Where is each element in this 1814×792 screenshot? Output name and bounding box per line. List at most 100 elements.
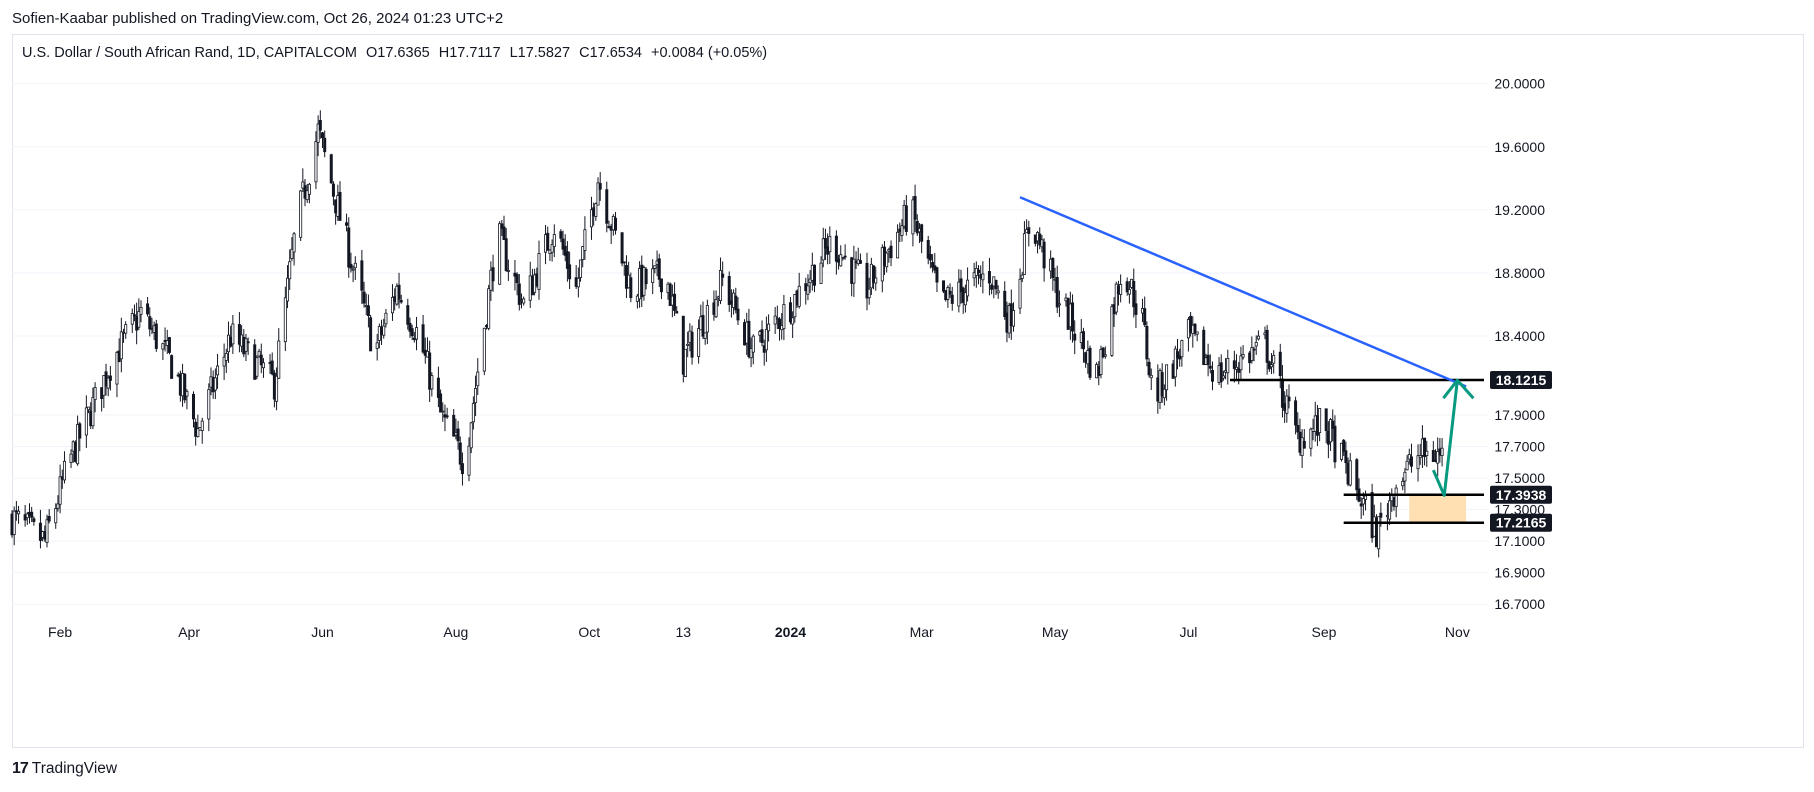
candle-body — [314, 141, 318, 183]
candle-body — [1355, 459, 1359, 491]
candle-body — [246, 341, 250, 344]
candle-body — [747, 320, 751, 358]
chart-frame — [12, 34, 1804, 748]
candle-body — [316, 123, 320, 143]
candle-body — [124, 324, 128, 334]
candle-body — [69, 453, 73, 463]
price-tick-label: 17.9000 — [1494, 407, 1545, 423]
candle-body — [318, 119, 322, 131]
candle-body — [1003, 290, 1007, 318]
candle-body — [360, 260, 364, 291]
candle-body — [928, 254, 932, 261]
price-tick-label: 17.3000 — [1494, 502, 1545, 518]
candle-body — [793, 294, 797, 318]
candle-body — [1342, 439, 1346, 452]
candle-body — [183, 373, 187, 401]
candle-body — [1359, 503, 1363, 507]
candle-body — [222, 356, 226, 367]
candle-body — [764, 329, 768, 351]
candle-body — [948, 290, 952, 295]
candle-body — [1388, 500, 1392, 520]
candle-body — [1022, 233, 1026, 275]
candle-body — [331, 183, 335, 197]
candle-body — [1103, 354, 1107, 357]
candle-body — [482, 327, 486, 372]
candle-body — [1401, 480, 1405, 487]
candle-body — [675, 311, 679, 314]
candle-body — [942, 280, 946, 292]
price-level-label-bg — [1490, 485, 1552, 504]
candle-body — [576, 277, 580, 288]
candle-body — [657, 258, 661, 280]
candle-body — [369, 317, 373, 352]
candle-body — [852, 258, 856, 284]
candle-body — [1364, 495, 1368, 500]
candle-body — [990, 284, 994, 290]
candle-body — [565, 251, 569, 269]
candle-body — [537, 253, 541, 290]
candle-body — [458, 442, 462, 465]
candle-body — [270, 360, 274, 375]
price-tick-label: 20.0000 — [1494, 76, 1545, 92]
candle-body — [1195, 331, 1199, 335]
candle-body — [690, 331, 694, 358]
candle-body — [889, 245, 893, 259]
candle-body — [1162, 388, 1166, 399]
grid-layer — [12, 83, 1488, 605]
candle-body — [736, 308, 740, 321]
candle-body — [286, 277, 290, 302]
candle-body — [1173, 348, 1177, 378]
candle-body — [834, 235, 838, 262]
candle-body — [1011, 310, 1015, 327]
candle-body — [867, 288, 871, 299]
brand-name: TradingView — [31, 760, 118, 777]
candle-body — [563, 245, 567, 256]
candle-body — [399, 300, 403, 303]
candle-body — [874, 277, 878, 284]
candle-body — [714, 299, 718, 318]
candle-body — [45, 519, 49, 543]
candle-body — [1331, 420, 1335, 429]
time-tick-label: 13 — [676, 624, 692, 640]
tradingview-brand[interactable]: 17 TradingView — [12, 760, 117, 778]
candle-body — [1377, 516, 1381, 550]
candle-body — [1265, 329, 1269, 363]
candle-body — [721, 273, 725, 278]
candle-body — [78, 423, 82, 439]
candle-body — [1193, 323, 1197, 334]
candle-body — [347, 227, 351, 268]
arrow-head-icon — [1442, 378, 1475, 400]
candle-body — [154, 323, 158, 349]
price-level-label: 18.1215 — [1496, 372, 1547, 388]
candle-body — [504, 238, 508, 271]
candle-body — [338, 191, 342, 221]
candle-body — [1119, 284, 1123, 295]
candle-body — [546, 232, 550, 251]
projection-arrow — [1431, 380, 1459, 497]
candle-body — [522, 298, 526, 304]
price-level-label-bg — [1490, 370, 1552, 389]
candle-body — [329, 154, 333, 184]
candle-body — [1055, 277, 1059, 308]
candle-body — [321, 132, 325, 139]
candle-body — [1294, 400, 1298, 426]
candle-body — [436, 377, 440, 398]
candle-body — [471, 403, 475, 423]
price-level-label: 17.3938 — [1496, 487, 1547, 503]
legend-symbol: U.S. Dollar / South African Rand, 1D, CA… — [22, 45, 357, 61]
candle-body — [1110, 306, 1114, 356]
time-tick-label: Feb — [48, 624, 72, 640]
candle-body — [460, 463, 464, 475]
candle-body — [966, 279, 970, 297]
candle-body — [502, 226, 506, 241]
publisher-caption: Sofien-Kaabar published on TradingView.c… — [12, 10, 504, 27]
time-tick-label: Jul — [1179, 624, 1197, 640]
candle-body — [1018, 278, 1022, 309]
candle-body — [1409, 456, 1413, 467]
candle-body — [579, 259, 583, 278]
candle-body — [996, 290, 1000, 294]
candle-body — [106, 377, 110, 389]
candle-body — [170, 355, 174, 379]
candle-body — [108, 375, 112, 381]
